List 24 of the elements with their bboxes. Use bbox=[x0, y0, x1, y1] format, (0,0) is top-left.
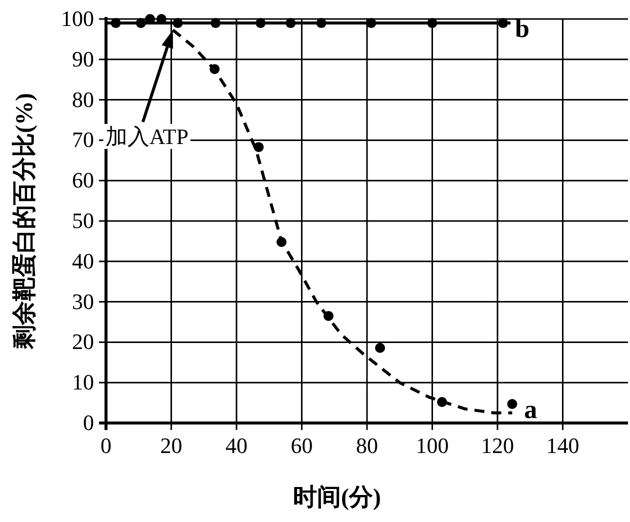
x-tick-label: 120 bbox=[481, 433, 514, 458]
x-tick-label: 40 bbox=[226, 433, 248, 458]
x-tick-label: 80 bbox=[356, 433, 378, 458]
y-tick-label: 10 bbox=[72, 370, 94, 395]
y-tick-label: 60 bbox=[72, 168, 94, 193]
y-tick-label: 40 bbox=[72, 248, 94, 274]
y-tick-label: 90 bbox=[72, 46, 94, 72]
series-label: b bbox=[515, 14, 530, 44]
x-tick-label: 140 bbox=[546, 433, 580, 458]
x-tick-label: 100 bbox=[416, 433, 449, 458]
x-axis-title: 时间(分) bbox=[293, 484, 381, 511]
legend-label: a bbox=[524, 395, 538, 424]
y-tick-label: 50 bbox=[72, 208, 94, 233]
y-tick-label: 100 bbox=[61, 6, 94, 31]
y-tick-label: 80 bbox=[72, 86, 94, 112]
y-tick-label: 30 bbox=[72, 288, 94, 314]
y-axis-title: 剩余靶蛋白的百分比(%) bbox=[11, 93, 38, 350]
y-tick-label: 70 bbox=[72, 127, 94, 152]
x-tick-label: 0 bbox=[100, 433, 112, 458]
y-tick-label: 0 bbox=[83, 410, 94, 435]
y-tick-label: 20 bbox=[72, 329, 94, 354]
x-tick-label: 20 bbox=[160, 433, 182, 458]
x-tick-label: 60 bbox=[290, 433, 313, 458]
annotation: 加入ATP bbox=[105, 124, 188, 149]
